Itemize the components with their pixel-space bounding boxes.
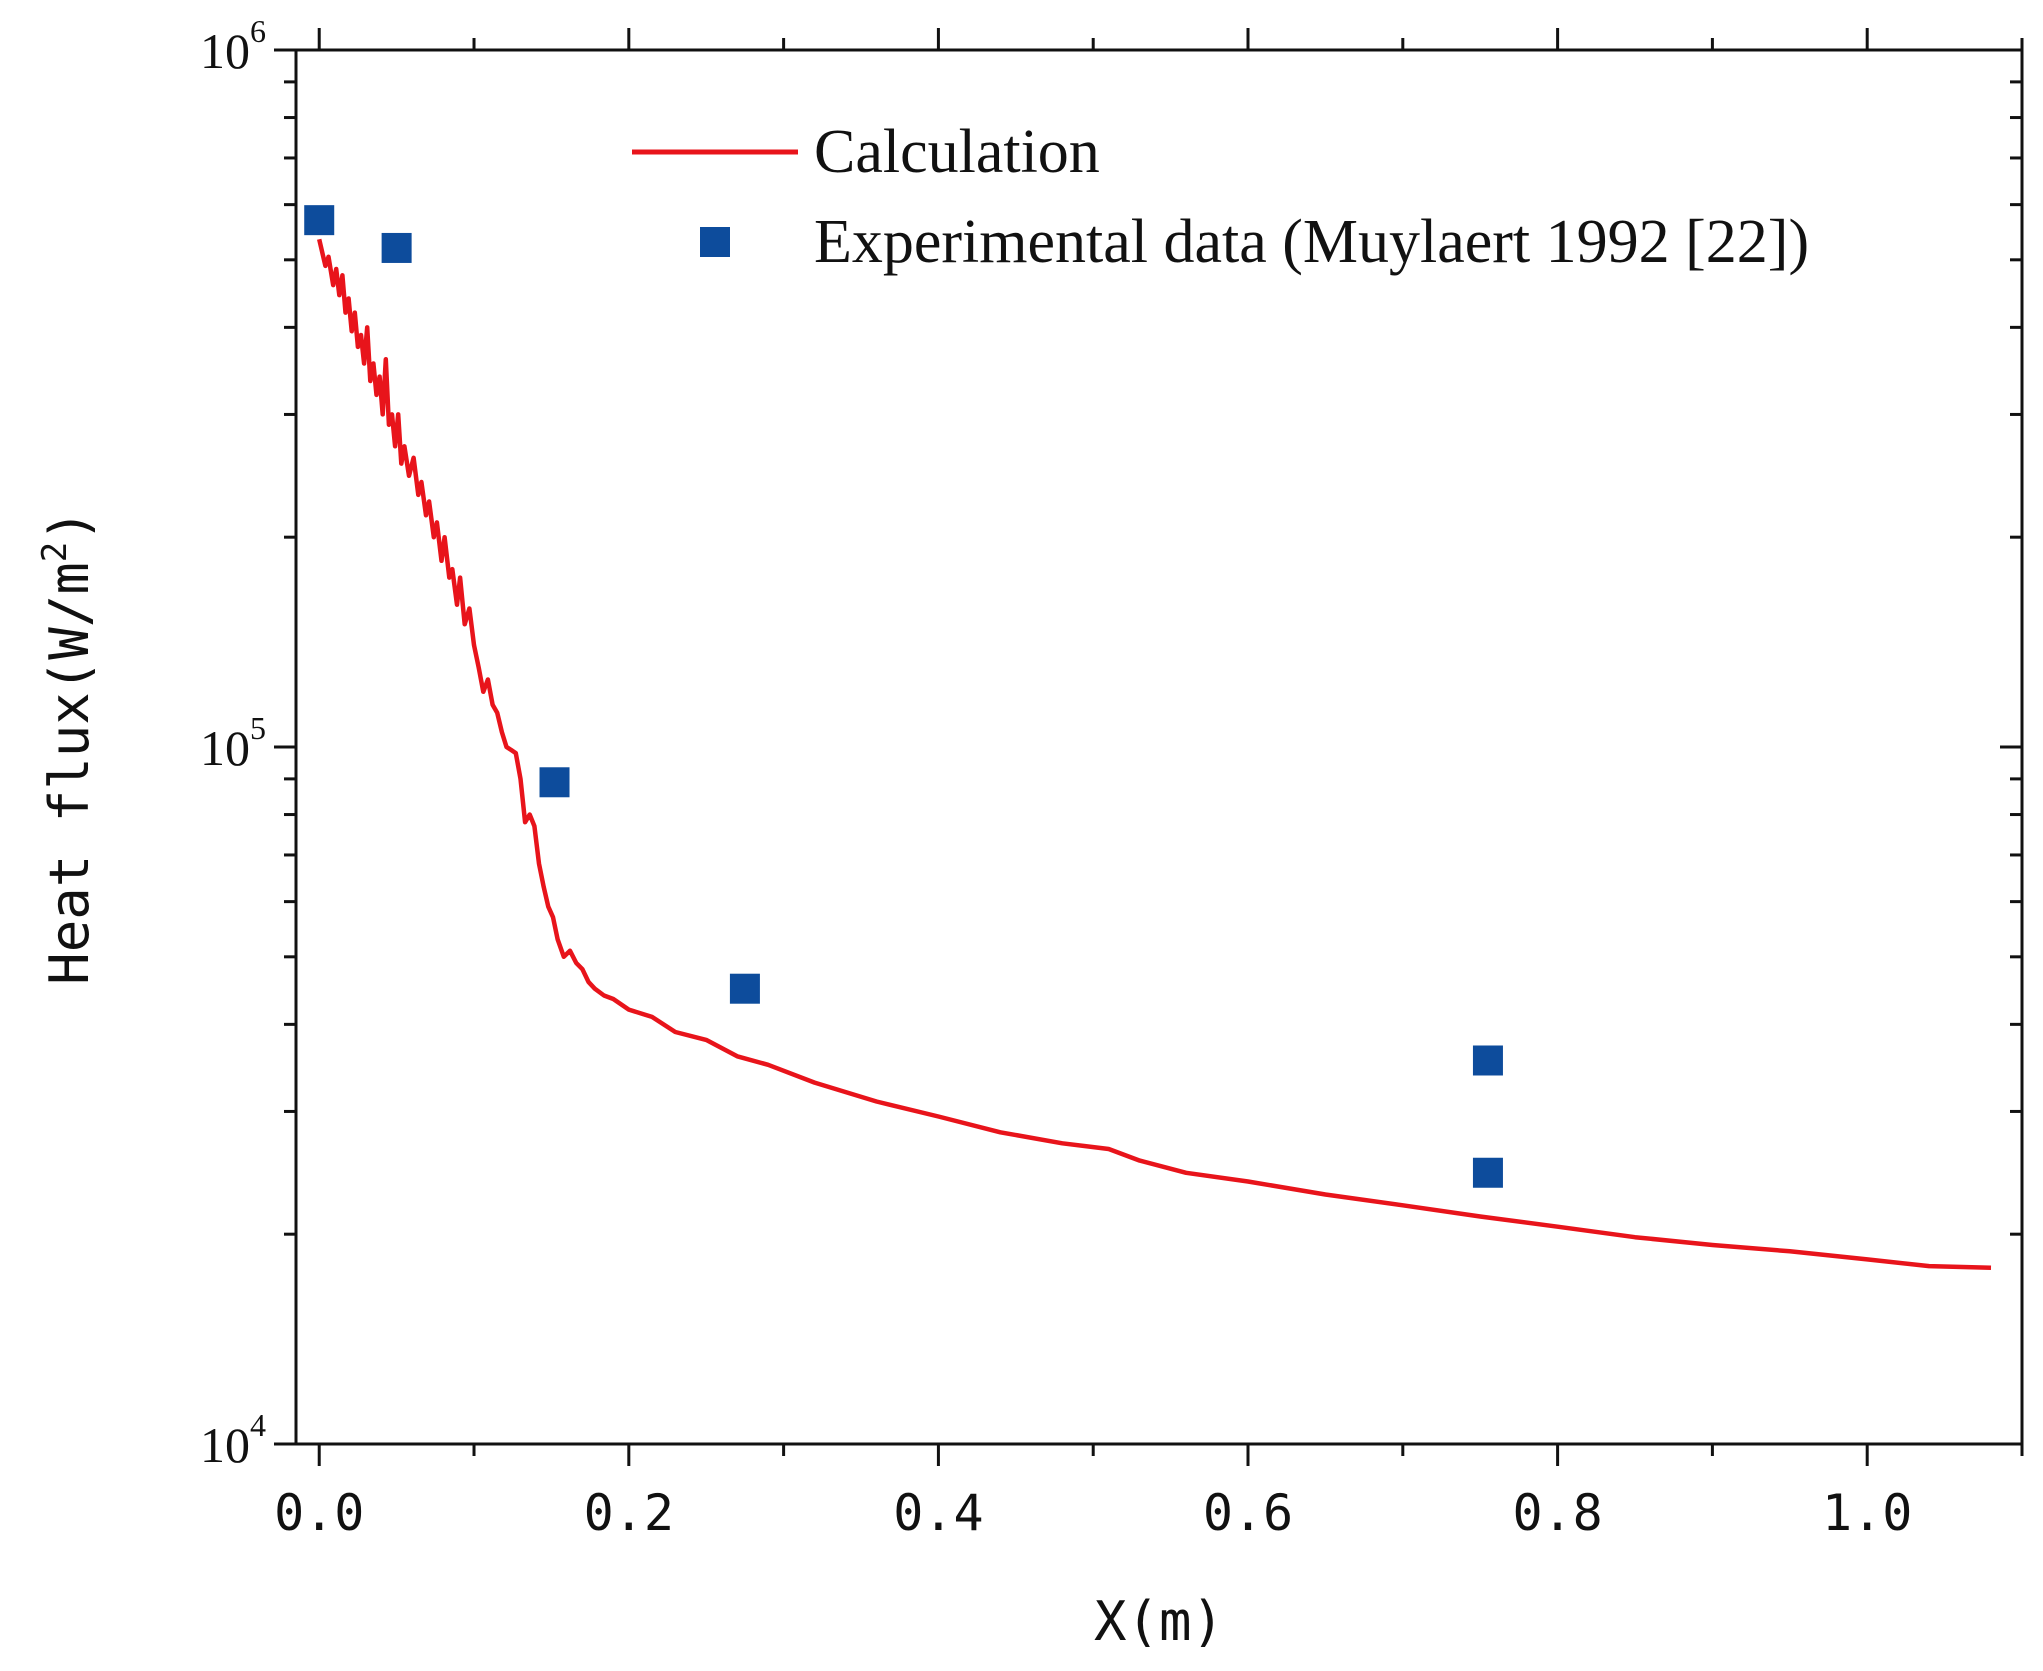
y-axis-label-main: Heat flux(W/m [38, 562, 101, 985]
x-tick-label: 0.4 [893, 1484, 983, 1542]
y-tick-base: 10 [200, 720, 250, 776]
x-tick-label: 1.0 [1822, 1484, 1912, 1542]
x-tick-label: 0.6 [1203, 1484, 1293, 1542]
experimental-data-point [304, 205, 335, 236]
y-tick-base: 10 [200, 23, 250, 79]
y-tick-exponent: 6 [250, 13, 266, 49]
x-tick-label: 0.8 [1512, 1484, 1602, 1542]
y-tick-label: 105 [200, 710, 266, 776]
experimental-data-point [539, 767, 570, 798]
x-tick-label: 0.2 [584, 1484, 674, 1542]
y-axis-label-superscript: 2 [35, 542, 75, 562]
x-tick-label: 0.0 [274, 1484, 364, 1542]
legend: Calculation Experimental data (Muylaert 1… [632, 118, 1809, 276]
calculation-line [317, 238, 1992, 1271]
y-tick-label: 106 [200, 13, 266, 79]
x-axis-label: X(m) [1094, 1590, 1224, 1653]
y-tick-label: 104 [200, 1407, 266, 1473]
series-layer [304, 205, 1992, 1271]
experimental-data-point [1472, 1157, 1503, 1188]
legend-square-swatch [700, 227, 730, 257]
experimental-data-point [1472, 1045, 1503, 1076]
legend-label-calculation: Calculation [814, 118, 1100, 186]
y-tick-exponent: 5 [250, 710, 266, 746]
experimental-data-point [381, 232, 412, 263]
experimental-data-point [729, 973, 760, 1004]
legend-label-experimental: Experimental data (Muylaert 1992 [22]) [814, 208, 1809, 276]
y-axis-label: Heat flux(W/m2) [35, 509, 101, 985]
y-tick-exponent: 4 [250, 1407, 266, 1443]
y-tick-base: 10 [200, 1417, 250, 1473]
y-axis-label-close: ) [38, 509, 101, 542]
